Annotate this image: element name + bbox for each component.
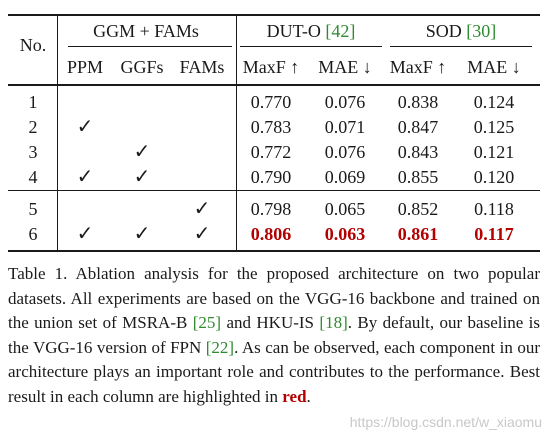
watermark: https://blog.csdn.net/w_xiaomu bbox=[349, 414, 542, 430]
cell-duto-maxf: 0.770 bbox=[250, 92, 292, 112]
cell-sod-mae: 0.125 bbox=[473, 117, 515, 137]
cell-sod-maxf: 0.852 bbox=[397, 199, 439, 219]
cell-duto-mae: 0.063 bbox=[324, 224, 366, 244]
cell-duto-maxf: 0.790 bbox=[250, 167, 292, 187]
row-number: 5 bbox=[28, 199, 38, 219]
cell-duto-maxf: 0.798 bbox=[250, 199, 292, 219]
row-number: 6 bbox=[28, 224, 38, 244]
duto-group-underline bbox=[240, 46, 382, 47]
cell-duto-mae: 0.076 bbox=[324, 142, 366, 162]
cell-sod-maxf: 0.847 bbox=[397, 117, 439, 137]
caption-text-3: . By default, our baseline is the VGG-16… bbox=[8, 313, 540, 357]
caption-ref-msra: [25] bbox=[192, 313, 222, 332]
header-maxf-sod: MaxF ↑ bbox=[389, 57, 447, 77]
header-ggm-group: GGM + FAMs bbox=[93, 21, 199, 41]
cell-sod-mae: 0.124 bbox=[473, 92, 515, 112]
row-number: 3 bbox=[28, 142, 38, 162]
table-top-rule bbox=[8, 14, 540, 16]
caption-ref-hkuis: [18] bbox=[319, 313, 348, 332]
caption-text-1: Table 1. Ablation analysis for the propo… bbox=[8, 264, 540, 332]
checkmark-icon: ✓ bbox=[76, 164, 94, 188]
header-bottom-rule bbox=[8, 84, 540, 86]
checkmark-icon: ✓ bbox=[193, 196, 211, 220]
cell-duto-mae: 0.065 bbox=[324, 199, 366, 219]
ggm-group-underline bbox=[68, 46, 232, 47]
header-ggfs: GGFs bbox=[120, 57, 164, 77]
header-maxf-duto: MaxF ↑ bbox=[242, 57, 300, 77]
header-mae-sod: MAE ↓ bbox=[467, 57, 521, 77]
caption-ref-fpn: [22] bbox=[205, 337, 235, 357]
header-no: No. bbox=[19, 35, 47, 55]
cell-sod-mae: 0.120 bbox=[473, 167, 515, 187]
header-sod-ref: [30] bbox=[466, 21, 497, 41]
table-caption: Table 1. Ablation analysis for the propo… bbox=[8, 262, 540, 409]
header-sod-label: SOD bbox=[425, 21, 462, 41]
caption-text-2: and HKU-IS bbox=[221, 313, 320, 332]
checkmark-icon: ✓ bbox=[133, 221, 151, 245]
row-number: 4 bbox=[28, 167, 38, 187]
cell-duto-mae: 0.069 bbox=[324, 167, 366, 187]
header-duto-group: DUT-O [42] bbox=[267, 20, 356, 42]
header-mae-duto: MAE ↓ bbox=[318, 57, 372, 77]
checkmark-icon: ✓ bbox=[133, 139, 151, 163]
vline-after-ggm bbox=[236, 14, 237, 250]
header-ppm: PPM bbox=[66, 57, 104, 77]
row-number: 2 bbox=[28, 117, 38, 137]
header-sod-group: SOD [30] bbox=[426, 20, 497, 42]
cell-sod-maxf: 0.861 bbox=[397, 224, 439, 244]
row-number: 1 bbox=[28, 92, 38, 112]
cell-duto-mae: 0.076 bbox=[324, 92, 366, 112]
cell-sod-mae: 0.117 bbox=[474, 224, 514, 244]
sod-group-underline bbox=[390, 46, 532, 47]
cell-sod-mae: 0.118 bbox=[474, 199, 514, 219]
vline-after-no bbox=[57, 14, 58, 250]
header-duto-ref: [42] bbox=[325, 21, 356, 41]
cell-duto-mae: 0.071 bbox=[324, 117, 366, 137]
cell-duto-maxf: 0.772 bbox=[250, 142, 292, 162]
table-bottom-rule bbox=[8, 250, 540, 252]
cell-sod-maxf: 0.843 bbox=[397, 142, 439, 162]
checkmark-icon: ✓ bbox=[193, 221, 211, 245]
checkmark-icon: ✓ bbox=[76, 114, 94, 138]
caption-text-5: . bbox=[306, 386, 311, 406]
cell-sod-maxf: 0.838 bbox=[397, 92, 439, 112]
cell-duto-maxf: 0.783 bbox=[250, 117, 292, 137]
row-group-rule bbox=[8, 190, 540, 191]
header-fams: FAMs bbox=[179, 57, 225, 77]
checkmark-icon: ✓ bbox=[76, 221, 94, 245]
cell-sod-maxf: 0.855 bbox=[397, 167, 439, 187]
caption-red-word: red bbox=[282, 386, 307, 406]
header-duto-label: DUT-O bbox=[266, 21, 321, 41]
cell-sod-mae: 0.121 bbox=[473, 142, 515, 162]
cell-duto-maxf: 0.806 bbox=[250, 224, 292, 244]
checkmark-icon: ✓ bbox=[133, 164, 151, 188]
caption-text-4: . As can be observed, each component in … bbox=[8, 337, 540, 406]
